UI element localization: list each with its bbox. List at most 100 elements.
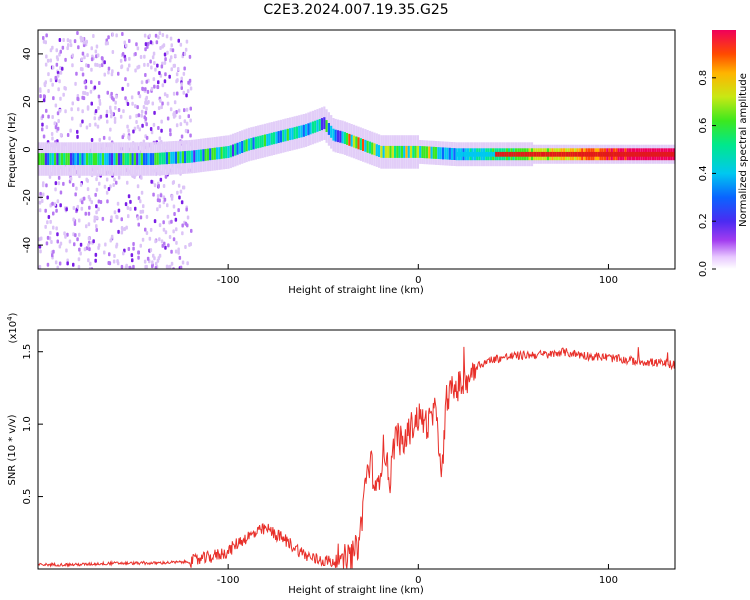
noise-cell [127, 247, 131, 251]
ridge-cell [236, 142, 239, 155]
ridge-cell [51, 153, 54, 165]
noise-cell [164, 174, 168, 179]
ridge-core [545, 151, 548, 157]
ridge-cell [152, 153, 155, 165]
noise-cell [56, 73, 60, 78]
noise-cell [94, 252, 98, 257]
ridge-core [625, 151, 628, 157]
noise-cell [66, 261, 69, 266]
noise-cell [157, 184, 160, 188]
ridge-cell [149, 153, 152, 165]
noise-cell [149, 227, 153, 232]
noise-cell [49, 58, 52, 63]
colorbar: 0.0 0.2 0.4 0.6 0.8 Normalized spectral ampl… [698, 30, 749, 277]
noise-cell [92, 239, 95, 244]
noise-cell [145, 122, 148, 127]
noise-cell [180, 200, 184, 205]
noise-cell [171, 180, 175, 185]
noise-cell [188, 54, 192, 59]
noise-cell [49, 219, 52, 224]
ridge-cell [421, 146, 424, 158]
ridge-core [652, 151, 655, 157]
ridge-cell [140, 153, 143, 165]
noise-cell [96, 53, 100, 58]
noise-cell [69, 39, 72, 44]
ridge-cell [227, 146, 230, 158]
noise-cell [166, 50, 169, 55]
noise-cell [133, 126, 137, 131]
ridge-cell [332, 128, 335, 141]
ridge-cell [216, 147, 219, 160]
colorbar-tick-label: 0.4 [698, 165, 709, 181]
noise-cell [81, 109, 84, 114]
ridge-core [497, 151, 500, 157]
noise-cell [140, 190, 144, 195]
ridge-cell [362, 139, 365, 151]
ridge-core [673, 151, 675, 157]
noise-cell [122, 251, 125, 256]
noise-cell [90, 67, 93, 72]
ridge-cell [229, 145, 232, 158]
ridge-core [502, 151, 505, 157]
noise-cell [107, 261, 110, 265]
noise-cell [76, 31, 79, 35]
ridge-cell [56, 153, 59, 165]
noise-cell [110, 234, 114, 239]
ridge-cell [115, 153, 118, 165]
noise-cell [140, 80, 144, 85]
noise-cell [145, 214, 149, 219]
ridge-cell [161, 152, 164, 165]
noise-cell [145, 231, 149, 235]
noise-cell [109, 238, 112, 243]
ridge-cell [302, 124, 305, 137]
noise-cell [97, 207, 100, 212]
ridge-core [561, 151, 564, 157]
noise-cell [108, 136, 111, 141]
noise-cell [72, 183, 75, 187]
ridge-cell [170, 151, 173, 164]
noise-cell [137, 250, 140, 255]
ridge-cell [254, 136, 257, 149]
noise-cell [103, 60, 106, 65]
noise-cell [169, 36, 173, 41]
noise-cell [116, 201, 120, 206]
noise-cell [55, 226, 58, 231]
noise-cell [164, 230, 168, 235]
ridge-core [456, 151, 459, 157]
noise-cell [87, 243, 90, 248]
noise-cell [46, 58, 50, 63]
ridge-cell [414, 145, 417, 158]
ridge-cell [58, 153, 61, 165]
y-tick-label: 20 [22, 95, 33, 108]
noise-cell [87, 222, 91, 227]
noise-cell [136, 124, 140, 129]
noise-cell [159, 177, 163, 182]
noise-cell [87, 195, 91, 199]
ridge-core [559, 151, 562, 157]
noise-cell [162, 220, 165, 225]
noise-cell [107, 66, 111, 71]
ridge-cell [311, 121, 314, 134]
noise-cell [166, 101, 170, 106]
noise-cell [184, 245, 187, 249]
noise-cell [135, 113, 138, 118]
noise-cell [154, 239, 157, 244]
noise-cell [145, 106, 148, 111]
noise-cell [45, 241, 49, 246]
ridge-cell [40, 153, 43, 165]
noise-cell [120, 226, 124, 230]
ridge-cell [238, 141, 241, 154]
ridge-cell [341, 131, 344, 144]
ridge-core [643, 151, 646, 157]
snr-y-ticks: 0.5 1.0 1.5 [22, 344, 43, 505]
ridge-core [504, 151, 507, 157]
noise-cell [111, 50, 115, 54]
noise-cell [169, 128, 172, 133]
noise-cell [56, 199, 60, 204]
noise-cell [87, 63, 90, 68]
noise-cell [42, 36, 45, 40]
noise-cell [62, 92, 65, 97]
ridge-cell [186, 150, 189, 163]
noise-cell [95, 177, 98, 182]
noise-cell [79, 242, 83, 247]
